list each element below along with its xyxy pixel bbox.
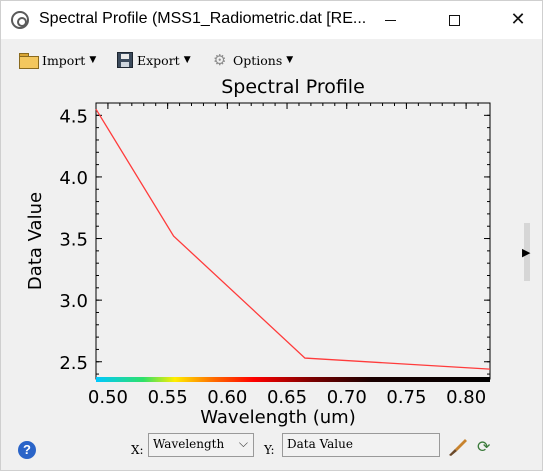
chart-title: Spectral Profile <box>221 76 365 98</box>
options-label: Options <box>233 52 283 68</box>
caret-down-icon: ▼ <box>183 55 191 65</box>
x-axis-select[interactable]: Wavelength ⌵ <box>148 433 254 457</box>
minimize-button[interactable] <box>367 1 413 39</box>
close-icon: ✕ <box>510 9 526 30</box>
x-axis-label: Wavelength (um) <box>200 407 356 428</box>
wavelength-color-bar <box>96 377 490 382</box>
x-tick-label: 0.60 <box>207 387 247 408</box>
caret-down-icon: ▼ <box>89 55 97 65</box>
x-axis-select-value: Wavelength <box>153 437 225 451</box>
title-bar: Spectral Profile (MSS1_Radiometric.dat [… <box>1 1 542 39</box>
help-icon[interactable]: ? <box>18 441 36 459</box>
y-tick-label: 4.0 <box>59 168 88 189</box>
chart-svg: Spectral Profile 2.5 3.0 3.5 4.0 4.5 0.50 0.55 0… <box>25 76 491 428</box>
x-tick-label: 0.50 <box>88 387 128 408</box>
y-tick-label: 2.5 <box>59 353 88 374</box>
import-label: Import <box>42 52 86 68</box>
save-disk-icon <box>117 52 133 68</box>
close-button[interactable]: ✕ <box>495 1 541 39</box>
refresh-icon[interactable]: ⟳ <box>477 437 491 456</box>
export-label: Export <box>137 52 180 68</box>
maximize-button[interactable] <box>431 1 477 39</box>
y-axis-selector-label: Y: <box>264 443 275 457</box>
caret-down-icon: ▼ <box>286 55 294 65</box>
expand-arrow-icon[interactable]: ▶ <box>522 246 531 259</box>
x-tick-label: 0.65 <box>267 387 307 408</box>
side-scrollbar[interactable] <box>524 223 530 281</box>
x-tick-label: 0.70 <box>327 387 367 408</box>
spectral-profile-line <box>95 108 491 370</box>
x-axis-selector-label: X: <box>131 443 144 457</box>
y-axis-label: Data Value <box>25 192 46 290</box>
toolbar: Import ▼ Export ▼ ⚙ Options ▼ <box>1 45 542 73</box>
gear-icon: ⚙ <box>213 51 227 69</box>
folder-icon <box>19 52 39 69</box>
y-tick-label: 3.0 <box>59 291 88 312</box>
window-title: Spectral Profile (MSS1_Radiometric.dat [… <box>39 10 367 27</box>
spectral-plot[interactable]: Spectral Profile 2.5 3.0 3.5 4.0 4.5 0.50 0.55 0… <box>1 73 521 433</box>
maximize-icon <box>448 14 460 26</box>
y-tick-label: 3.5 <box>59 230 88 251</box>
y-axis-select-value: Data Value <box>287 437 353 451</box>
x-tick-label: 0.55 <box>148 387 188 408</box>
import-menu-button[interactable]: Import ▼ <box>19 49 96 71</box>
app-icon <box>11 11 29 29</box>
options-menu-button[interactable]: ⚙ Options ▼ <box>213 49 293 71</box>
chevron-down-icon: ⌵ <box>238 436 248 450</box>
x-tick-label: 0.75 <box>386 387 426 408</box>
plot-frame <box>95 102 491 380</box>
y-axis-select[interactable]: Data Value <box>282 433 440 457</box>
brush-icon[interactable] <box>447 438 469 456</box>
minimize-icon <box>384 19 396 21</box>
x-tick-label: 0.80 <box>446 387 486 408</box>
y-tick-label: 4.5 <box>59 106 88 127</box>
export-menu-button[interactable]: Export ▼ <box>117 49 191 71</box>
